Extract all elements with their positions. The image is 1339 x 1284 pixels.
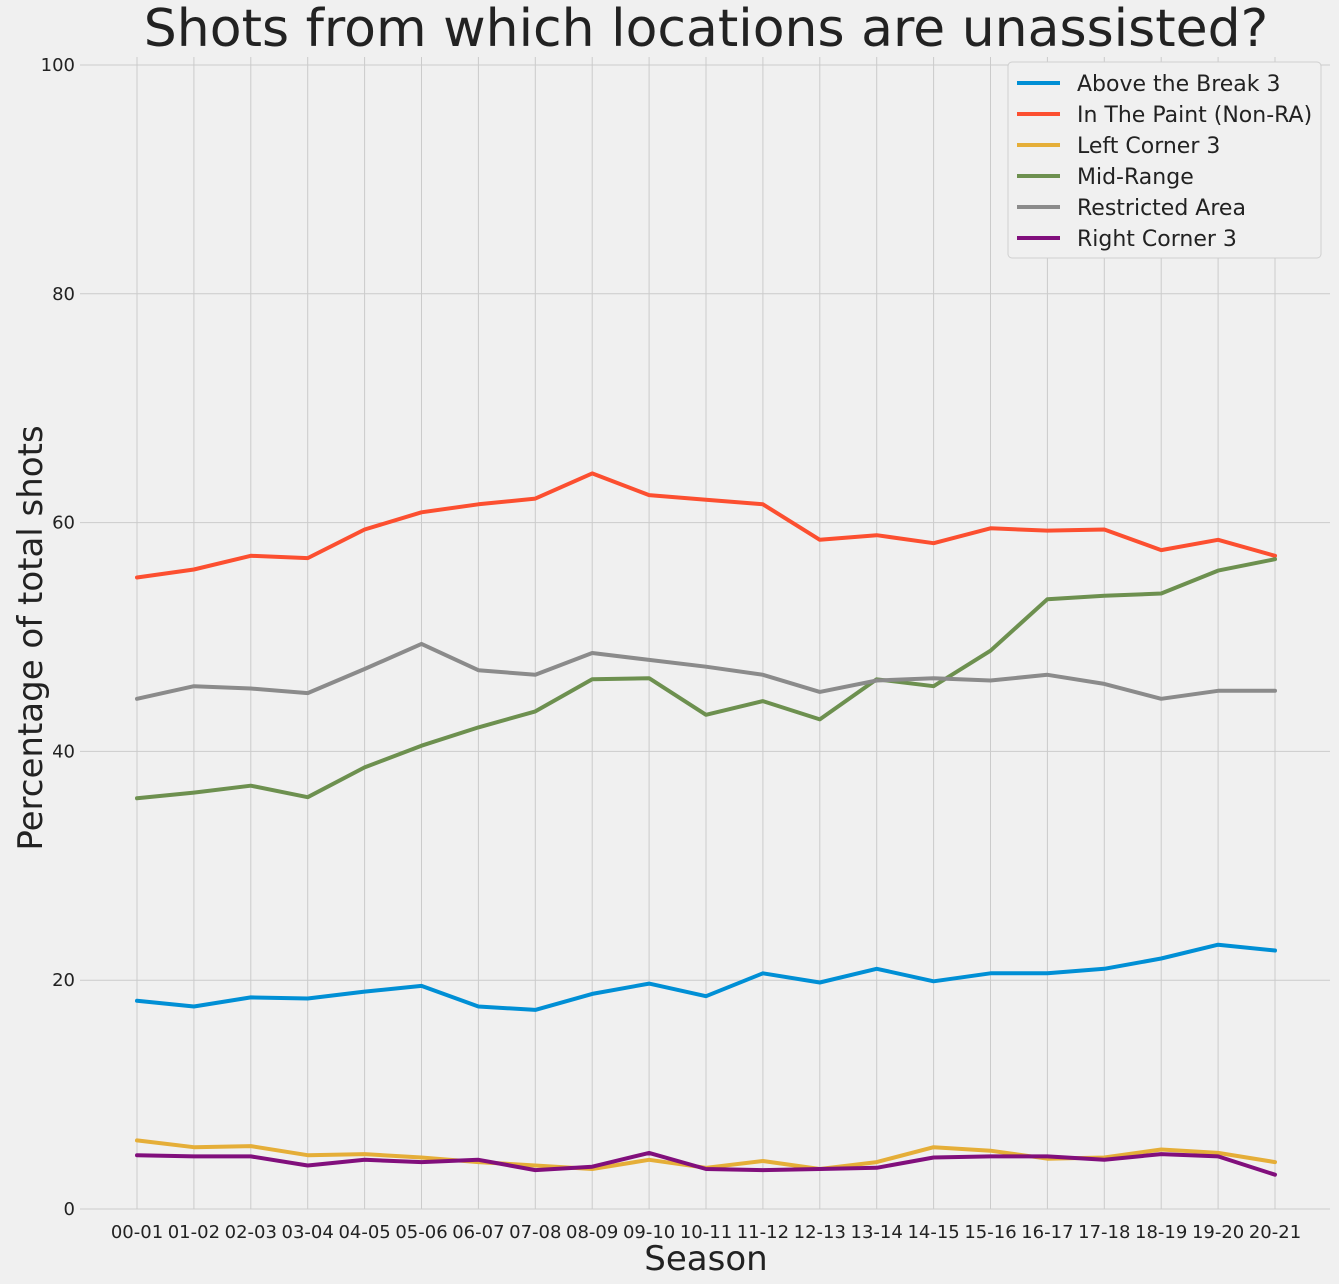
chart-title: Shots from which locations are unassiste… [144,0,1268,59]
series-line [135,1150,1277,1177]
x-tick-label: 11-12 [737,1222,789,1243]
x-tick-label: 10-11 [680,1222,732,1243]
x-tick-label: 01-02 [168,1222,220,1243]
x-tick-label: 15-16 [964,1222,1016,1243]
axis-ticks: 0 20 40 60 80 100 00-01 01-02 02-03 03-04 04-05 05-… [41,55,1302,1243]
x-tick-label: 14-15 [907,1222,959,1243]
y-axis-label: Percentage of total shots [11,425,51,850]
series-line [135,557,1277,801]
y-tick-label: 0 [64,1199,75,1220]
y-tick-label: 60 [52,513,75,534]
x-tick-label: 07-08 [509,1222,561,1243]
x-tick-label: 04-05 [338,1222,390,1243]
x-tick-label: 06-07 [452,1222,504,1243]
series-line [135,471,1277,580]
x-tick-label: 17-18 [1078,1222,1130,1243]
x-tick-label: 03-04 [282,1222,334,1243]
legend-label: Left Corner 3 [1077,134,1220,159]
x-tick-label: 19-20 [1192,1222,1244,1243]
legend-label: In The Paint (Non-RA) [1077,103,1312,128]
x-tick-label: 18-19 [1135,1222,1187,1243]
x-axis-label: Season [644,1239,767,1279]
legend-label: Right Corner 3 [1077,227,1237,252]
x-tick-label: 20-21 [1249,1222,1301,1243]
y-tick-label: 20 [52,970,75,991]
x-tick-label: 13-14 [851,1222,903,1243]
x-tick-label: 05-06 [395,1222,447,1243]
x-tick-label: 02-03 [225,1222,277,1243]
legend-label: Above the Break 3 [1077,72,1281,97]
grid [80,57,1330,1210]
x-tick-label: 12-13 [794,1222,846,1243]
legend-label: Mid-Range [1077,165,1194,190]
legend-label: Restricted Area [1077,196,1246,221]
x-tick-label: 09-10 [623,1222,675,1243]
x-tick-label: 00-01 [111,1222,163,1243]
x-tick-label: 16-17 [1021,1222,1073,1243]
x-tick-label: 08-09 [566,1222,618,1243]
series-lines [135,471,1277,1177]
y-tick-label: 80 [52,284,75,305]
legend-box [1007,61,1322,259]
legend: Above the Break 3 In The Paint (Non-RA) Le… [1007,61,1322,259]
y-tick-label: 40 [52,741,75,762]
series-line [135,641,1277,701]
series-line [135,942,1277,1012]
y-tick-label: 100 [41,55,75,76]
